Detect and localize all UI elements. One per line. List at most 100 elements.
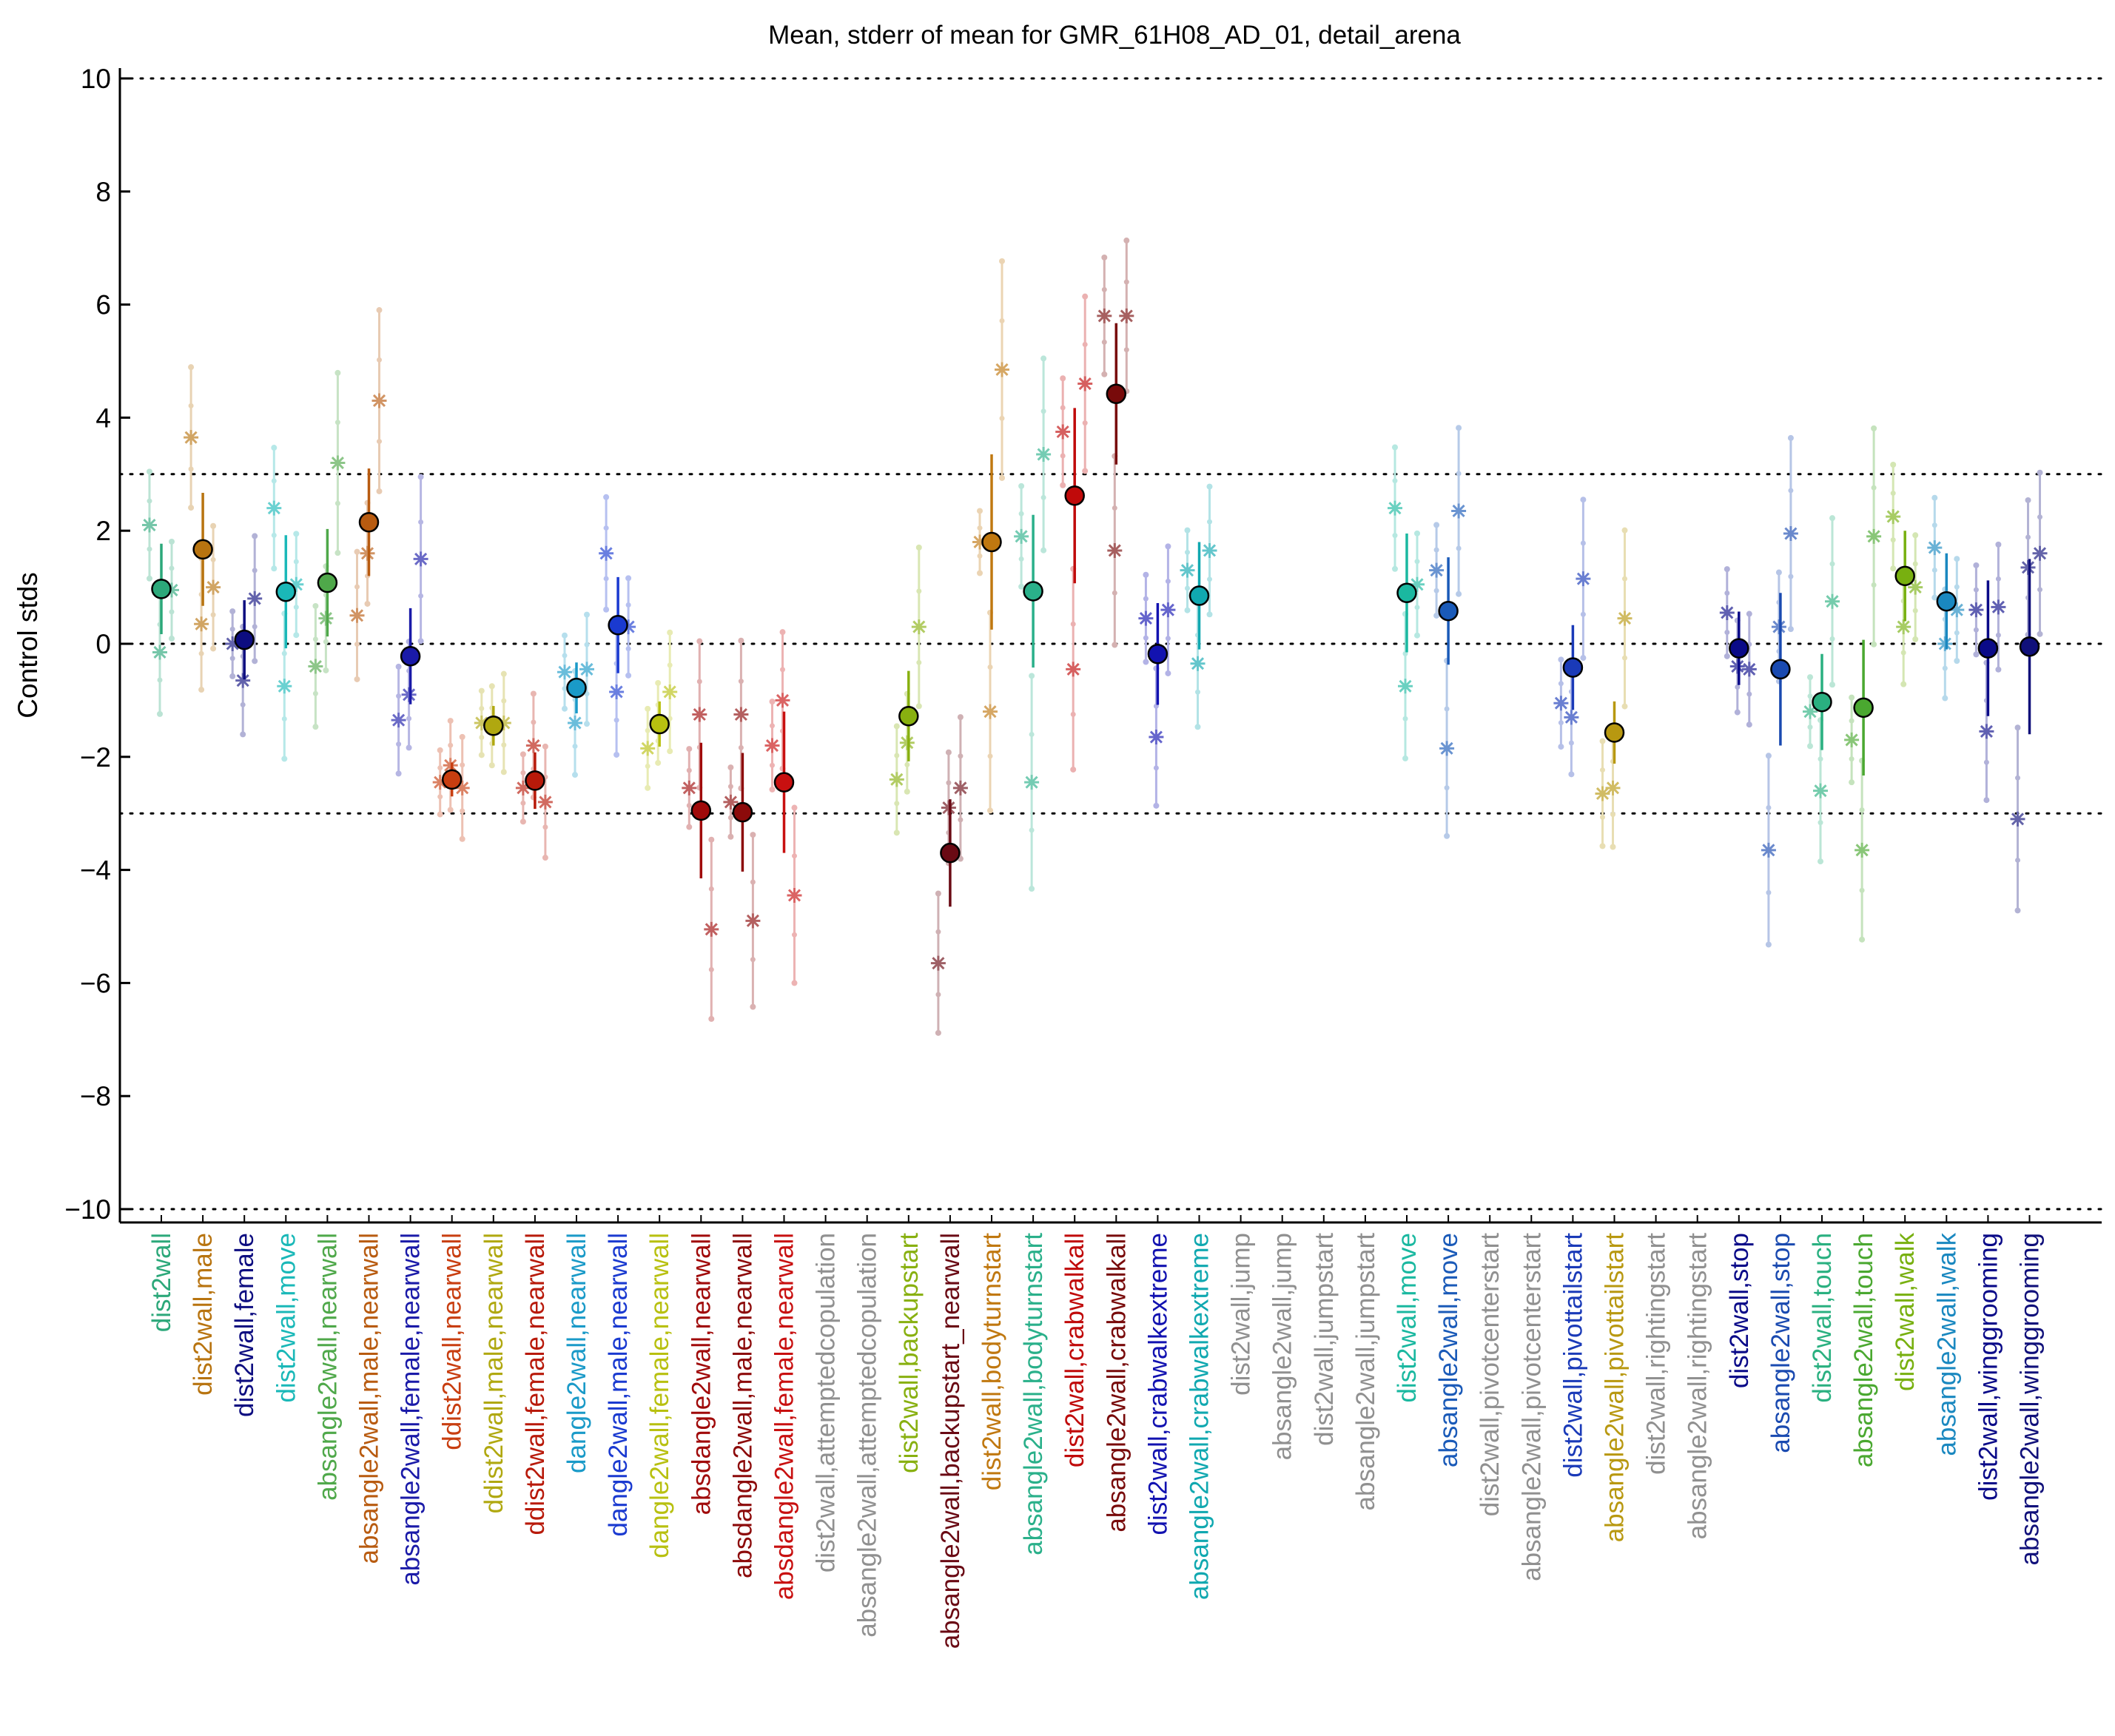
experiment-dot	[1859, 887, 1865, 893]
experiment-dot	[1040, 547, 1047, 554]
experiment-dot	[2037, 587, 2042, 593]
experiment-dot	[1622, 655, 1627, 661]
experiment-dot	[312, 724, 319, 730]
experiment-dot	[686, 767, 692, 773]
experiment-dot	[655, 679, 662, 686]
experiment-dot	[1931, 494, 1938, 501]
experiment-asterisk	[1024, 775, 1040, 790]
experiment-dot	[1890, 491, 1896, 497]
experiment-dot	[460, 808, 465, 814]
experiment-dot	[1558, 681, 1564, 687]
experiment-dot	[281, 650, 287, 656]
experiment-dot	[999, 318, 1005, 324]
experiment-dot	[1029, 731, 1035, 737]
experiment-asterisk	[579, 662, 594, 677]
y-tick-label: 10	[81, 64, 111, 94]
experiment-asterisk	[349, 608, 365, 623]
experiment-dot	[1580, 611, 1586, 617]
mean-marker	[1812, 691, 1832, 713]
x-tick-label: dist2wall,bodyturnstart	[978, 1233, 1006, 1490]
x-tick-label: ddist2wall,nearwall	[438, 1233, 467, 1450]
experiment-dot	[1207, 576, 1212, 582]
experiment-dot	[1775, 569, 1782, 576]
experiment-dot	[1040, 355, 1047, 362]
experiment-dot	[1954, 658, 1960, 665]
experiment-dot	[1931, 594, 1938, 601]
mean-marker	[234, 629, 255, 650]
experiment-dot	[1766, 804, 1772, 810]
experiment-dot	[1787, 434, 1794, 441]
experiment-dot	[1558, 720, 1564, 726]
mean-marker	[1396, 582, 1417, 603]
stat-group	[474, 670, 511, 776]
experiment-dot	[1600, 814, 1605, 820]
experiment-dot	[1184, 607, 1191, 613]
experiment-dot	[1580, 655, 1587, 662]
experiment-dot	[708, 966, 714, 972]
experiment-asterisk	[1896, 619, 1911, 635]
experiment-dot	[334, 500, 340, 506]
experiment-dot	[1207, 519, 1212, 525]
experiment-dot	[893, 830, 900, 836]
experiment-dot	[1983, 759, 1989, 765]
experiment-dot	[1599, 843, 1606, 850]
x-tick-label: dist2wall,male	[189, 1233, 218, 1396]
x-tick-label: dangle2wall,female,nearwall	[645, 1233, 674, 1558]
mean-marker	[1147, 644, 1169, 665]
experiment-dot	[946, 780, 952, 786]
experiment-dot	[147, 468, 152, 475]
experiment-dot	[1849, 779, 1855, 786]
experiment-dot	[958, 753, 964, 759]
experiment-dot	[334, 420, 340, 425]
experiment-asterisk	[1439, 741, 1455, 756]
experiment-dot	[188, 364, 195, 371]
experiment-dot	[418, 519, 424, 525]
stat-group	[1803, 515, 1840, 865]
experiment-dot	[977, 553, 983, 559]
stat-group	[1927, 494, 1965, 702]
experiment-dot	[396, 693, 402, 699]
experiment-dot	[252, 533, 258, 539]
experiment-dot	[2025, 534, 2031, 540]
experiment-dot	[792, 932, 797, 938]
experiment-dot	[1829, 636, 1835, 642]
stat-group	[1719, 566, 1757, 728]
experiment-asterisk	[152, 645, 167, 660]
x-tick-label: dist2wall,jump	[1227, 1233, 1256, 1396]
experiment-dot	[198, 650, 204, 656]
stat-group	[1429, 425, 1467, 839]
experiment-dot	[240, 731, 246, 738]
experiment-dot	[530, 690, 537, 697]
mean-marker	[1188, 585, 1210, 606]
stat-group	[764, 629, 802, 986]
experiment-dot	[727, 784, 733, 790]
experiment-dot	[645, 763, 650, 769]
mean-marker	[1562, 657, 1584, 678]
experiment-dot	[780, 667, 785, 673]
experiment-asterisk	[1564, 710, 1579, 725]
experiment-asterisk	[609, 684, 625, 699]
experiment-dot	[977, 525, 983, 531]
experiment-dot	[893, 723, 900, 730]
experiment-dot	[1818, 756, 1823, 762]
experiment-dot	[1018, 556, 1024, 562]
experiment-dot	[945, 749, 952, 756]
experiment-dot	[1829, 561, 1835, 567]
experiment-dot	[1568, 740, 1574, 746]
experiment-dot	[1900, 650, 1906, 656]
experiment-asterisk	[1937, 636, 1953, 651]
experiment-dot	[1912, 608, 1918, 613]
experiment-dot	[1153, 765, 1159, 771]
experiment-dot	[210, 645, 217, 652]
experiment-dot	[1165, 579, 1171, 585]
experiment-dot	[1456, 545, 1462, 551]
experiment-asterisk	[164, 582, 179, 598]
experiment-asterisk	[206, 579, 221, 595]
experiment-dot	[562, 685, 568, 691]
experiment-dot	[1143, 571, 1149, 578]
experiment-dot	[271, 478, 277, 484]
mean-marker	[1023, 581, 1043, 602]
experiment-dot	[603, 606, 610, 613]
experiment-dot	[904, 788, 910, 795]
experiment-dot	[1402, 755, 1408, 761]
